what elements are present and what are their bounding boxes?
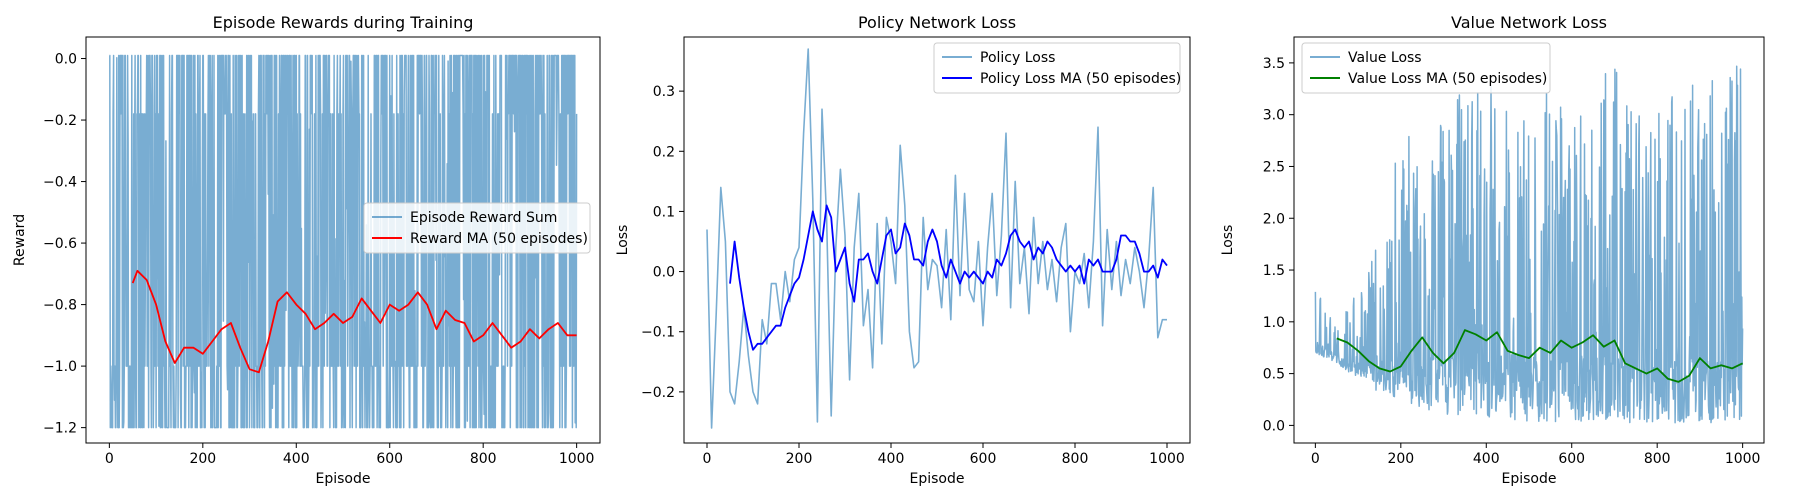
y-tick-label: 1.0 — [1263, 315, 1285, 331]
legend-box — [1301, 42, 1551, 94]
plot-area — [1314, 65, 1744, 424]
legend-label-2: Policy Loss MA (50 episodes) — [980, 71, 1181, 87]
x-tick-label: 800 — [1062, 451, 1089, 467]
x-tick-label: 600 — [970, 451, 997, 467]
y-tick-label: −0.2 — [641, 385, 675, 401]
legend-label-1: Policy Loss — [980, 50, 1055, 66]
x-tick-label: 0 — [105, 451, 114, 467]
x-tick-label: 200 — [786, 451, 813, 467]
plot-area — [706, 48, 1168, 429]
x-tick-label: 600 — [376, 451, 403, 467]
legend: Policy Loss Policy Loss MA (50 episodes) — [933, 42, 1181, 94]
y-tick-label: 0.3 — [653, 84, 675, 100]
x-tick-label: 400 — [283, 451, 310, 467]
y-tick-label: 0.1 — [653, 204, 675, 220]
series-line-1 — [1314, 65, 1744, 424]
x-tick-label: 400 — [1473, 451, 1500, 467]
y-tick-label: −0.6 — [43, 236, 77, 252]
y-tick-label: 3.5 — [1263, 56, 1285, 72]
plot-frame — [1293, 36, 1765, 444]
x-tick-label: 200 — [1387, 451, 1414, 467]
y-tick-label: 0.5 — [1263, 367, 1285, 383]
x-axis-label: Episode — [316, 471, 371, 487]
series-line-2 — [1336, 329, 1743, 383]
y-tick-label: −0.1 — [641, 325, 675, 341]
y-tick-label: 0.2 — [653, 144, 675, 160]
legend-box — [933, 42, 1181, 94]
y-tick-label: 2.5 — [1263, 159, 1285, 175]
series-line-2 — [729, 204, 1168, 351]
x-tick-label: 200 — [189, 451, 216, 467]
legend-label-2: Reward MA (50 episodes) — [410, 231, 588, 247]
x-tick-label: 0 — [703, 451, 712, 467]
chart-panel-3: 0 200 400 600 800 1000 0.0 0.5 1.0 1.5 2.0 2.5 3.0 3.… — [1220, 13, 1765, 487]
legend: Episode Reward Sum Reward MA (50 episodes… — [363, 202, 591, 254]
y-tick-label: −0.4 — [43, 175, 77, 191]
chart-title: Episode Rewards during Training — [213, 13, 474, 32]
y-axis-label: Reward — [12, 214, 28, 266]
y-tick-label: −1.0 — [43, 359, 77, 375]
legend-label-1: Episode Reward Sum — [410, 210, 557, 226]
series-line-1 — [109, 54, 578, 429]
x-tick-label: 1000 — [1149, 451, 1185, 467]
y-tick-label: −1.2 — [43, 421, 77, 437]
y-tick-label: 3.0 — [1263, 108, 1285, 124]
chart-title: Policy Network Loss — [858, 13, 1016, 32]
y-tick-label: −0.2 — [43, 113, 77, 129]
chart-panel-2: 0 200 400 600 800 1000 −0.2 −0.1 0.0 0.1 0.2 0.3 Pol… — [615, 13, 1191, 487]
x-axis-label: Episode — [1502, 471, 1557, 487]
x-tick-label: 400 — [878, 451, 905, 467]
legend-box — [363, 202, 591, 254]
x-axis-label: Episode — [910, 471, 965, 487]
y-axis-label: Loss — [1220, 225, 1236, 256]
chart-panel-1: 0 200 400 600 800 1000 −1.2 −1.0 −0.8 −0.6 −0.4 −0.… — [12, 13, 601, 487]
plot-frame — [85, 36, 601, 444]
series-line-2 — [131, 269, 577, 374]
plot-frame — [683, 36, 1191, 444]
legend: Value Loss Value Loss MA (50 episodes) — [1301, 42, 1551, 94]
chart-title: Value Network Loss — [1451, 13, 1607, 32]
y-tick-label: 0.0 — [653, 265, 675, 281]
x-tick-label: 0 — [1311, 451, 1320, 467]
y-axis-label: Loss — [615, 225, 631, 256]
x-tick-label: 1000 — [1725, 451, 1761, 467]
series-line-1 — [706, 48, 1167, 429]
y-tick-label: 2.0 — [1263, 211, 1285, 227]
x-tick-label: 800 — [1644, 451, 1671, 467]
plot-area — [109, 54, 578, 429]
x-tick-label: 800 — [470, 451, 497, 467]
legend-label-1: Value Loss — [1348, 50, 1422, 66]
x-tick-label: 1000 — [559, 451, 595, 467]
legend-label-2: Value Loss MA (50 episodes) — [1348, 71, 1547, 87]
y-tick-label: 0.0 — [1263, 418, 1285, 434]
y-tick-label: −0.8 — [43, 298, 77, 314]
y-tick-label: 0.0 — [55, 52, 77, 68]
x-tick-label: 600 — [1558, 451, 1585, 467]
y-tick-label: 1.5 — [1263, 263, 1285, 279]
